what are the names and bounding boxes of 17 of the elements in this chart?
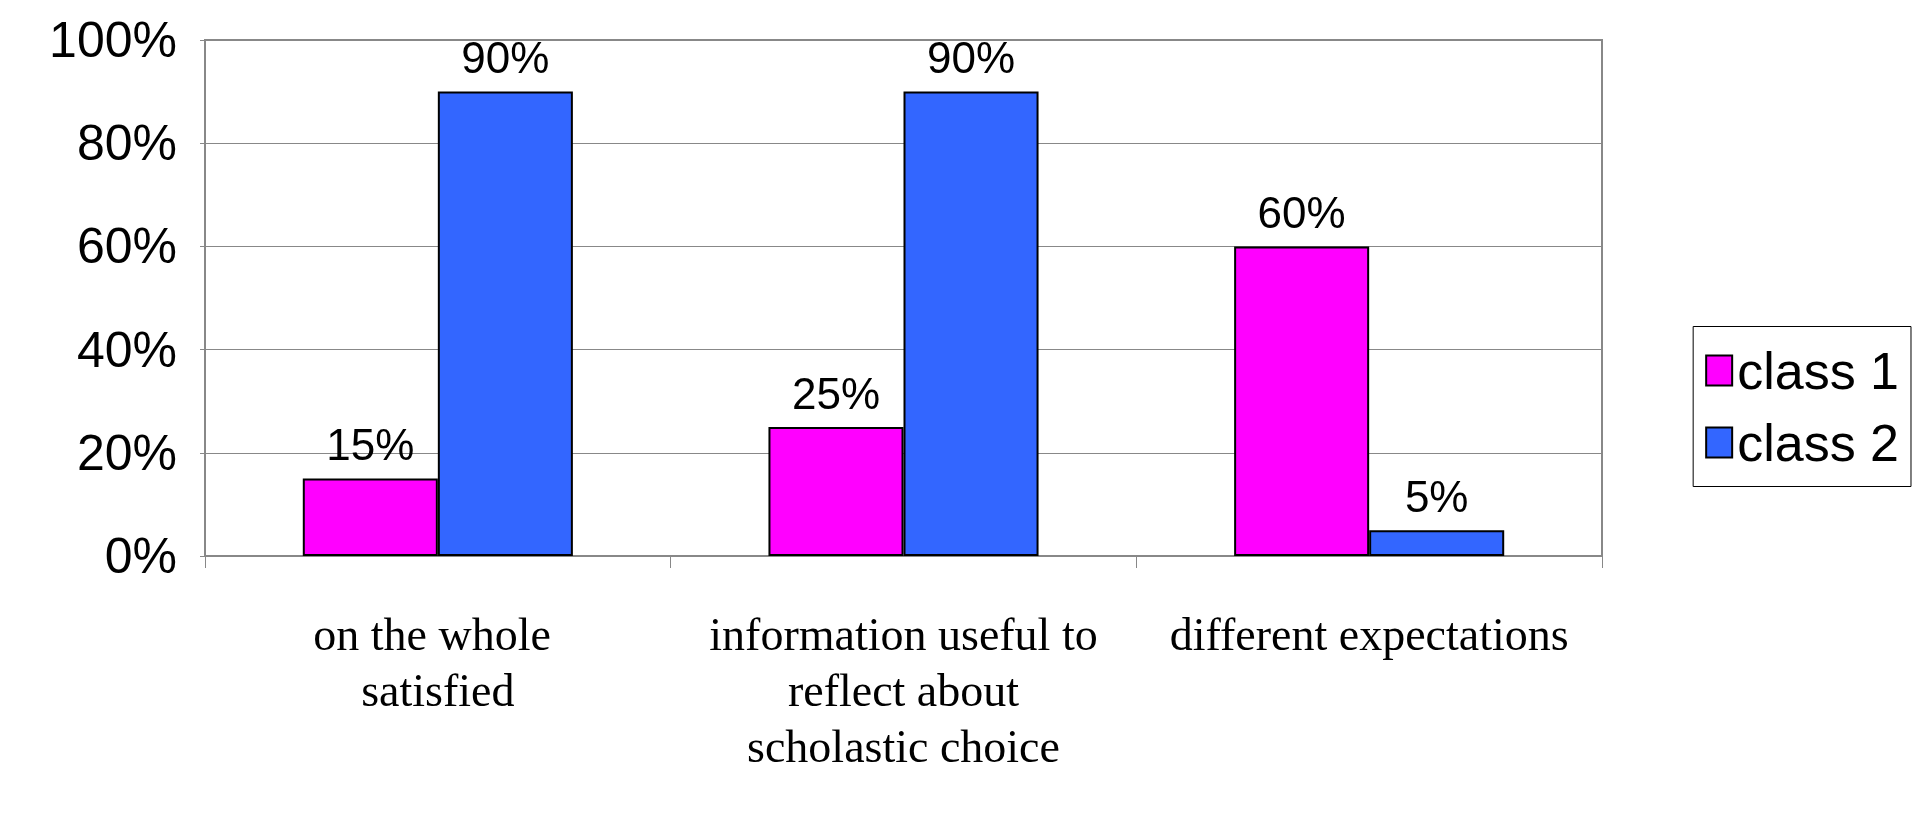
y-tick-label: 100%	[49, 12, 177, 68]
x-tick-label: different expectations	[1169, 608, 1569, 660]
y-tick-label: 0%	[104, 528, 177, 584]
y-tick-label: 80%	[76, 115, 177, 172]
data-label: 25%	[791, 368, 881, 418]
y-tick-label: 20%	[76, 424, 177, 481]
legend-label: class 2	[1737, 413, 1899, 472]
legend-label: class 1	[1737, 341, 1899, 400]
data-label: 90%	[461, 33, 550, 83]
data-label: 90%	[926, 33, 1016, 83]
data-label: 5%	[1404, 471, 1469, 521]
y-tick-label: 40%	[76, 321, 177, 378]
y-tick-label: 60%	[76, 218, 177, 275]
data-label: 15%	[326, 420, 415, 470]
data-label: 60%	[1257, 187, 1346, 237]
x-tick-label: information useful to reflect about scholastic choice	[709, 608, 1098, 772]
x-tick-label: on the whole satisfied	[313, 608, 563, 716]
